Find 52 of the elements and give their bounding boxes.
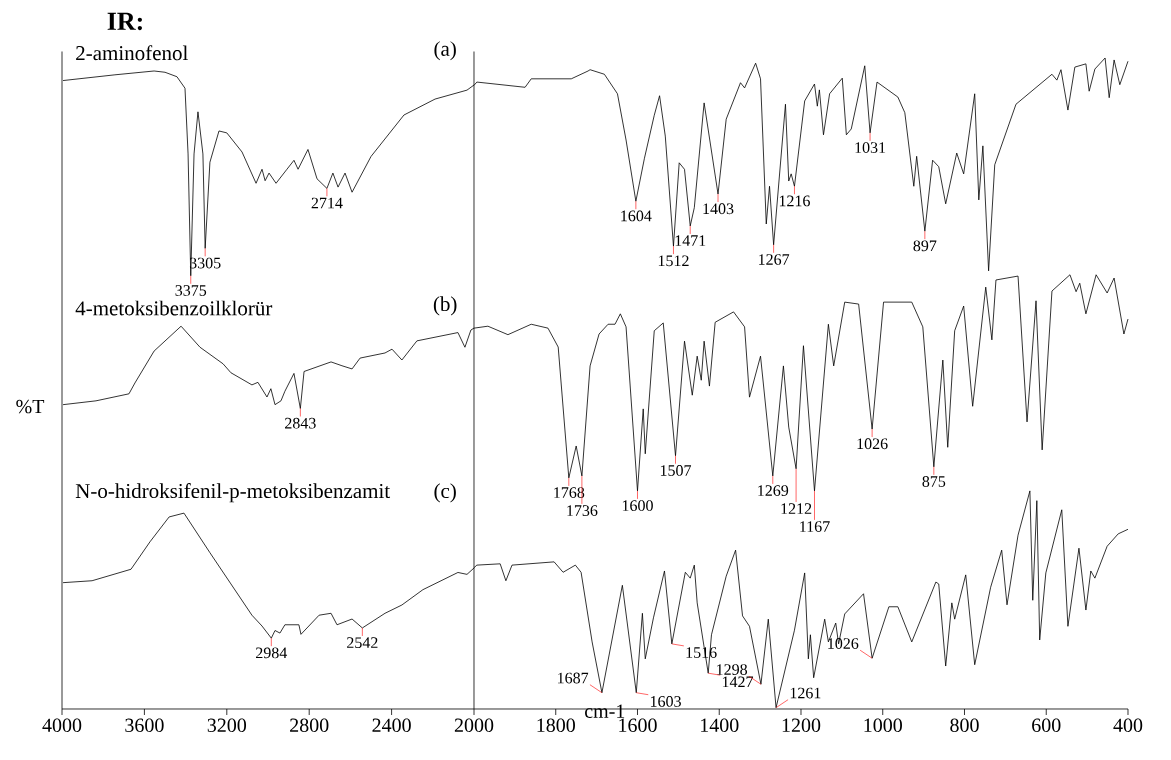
- annotation: 2984: [256, 647, 288, 659]
- series-label: 2-aminofenol: [76, 45, 188, 61]
- annotation: 1507: [660, 465, 692, 476]
- annotation: 1031: [855, 142, 886, 153]
- x-tick-label: 4000: [42, 718, 82, 733]
- annotation: 1167: [800, 521, 830, 532]
- x-tick-label: 1000: [864, 718, 902, 733]
- y-axis-title: %T: [16, 399, 45, 414]
- x-tick-label: 2800: [290, 718, 329, 733]
- annotation: 1516: [686, 647, 717, 658]
- annotation: 1768: [554, 487, 585, 498]
- x-tick-label: 3600: [125, 718, 164, 733]
- annotation: 1403: [703, 203, 734, 215]
- x-tick-label: 2000: [454, 718, 494, 733]
- x-tick-label: 1600: [619, 718, 657, 733]
- annotation: 1261: [790, 687, 821, 699]
- annotation: 2843: [285, 417, 316, 429]
- text: N-o-hidroksifenil-p-metoksibenzamit: [75, 483, 391, 503]
- annotation: (c): [434, 483, 456, 503]
- text: (a): [434, 41, 456, 61]
- annotation: 2542: [347, 637, 378, 649]
- annotation: 1687: [558, 672, 589, 684]
- x-tick-label: 2400: [372, 718, 411, 733]
- annotation: 1427: [722, 676, 754, 688]
- annotation: (b): [433, 296, 457, 316]
- x-tick-label: 3200: [207, 718, 247, 733]
- annotation: 1212: [781, 503, 812, 514]
- annotation: 1267: [759, 254, 790, 265]
- x-tick-label: 600: [1032, 718, 1061, 733]
- x-tick-label: 1400: [701, 718, 739, 733]
- annotation: 875: [922, 476, 946, 487]
- annotation: 1604: [621, 210, 652, 222]
- annotation: 1026: [828, 638, 859, 649]
- annotation: 897: [913, 240, 937, 252]
- annotation: 1512: [658, 255, 689, 267]
- x-tick-label: 800: [950, 718, 979, 733]
- x-tick-label: 1800: [537, 718, 575, 733]
- annotation: 3375: [175, 285, 207, 296]
- annotation: 1600: [622, 500, 653, 511]
- chart-title: IR:: [107, 12, 142, 31]
- annotation: 1269: [758, 485, 789, 496]
- annotation: 1736: [567, 505, 598, 516]
- x-tick-label: 1200: [782, 718, 821, 733]
- annotation: 1298: [717, 664, 748, 675]
- annotation: 1471: [675, 235, 706, 246]
- series-label: 4-metoksibenzoilklorür: [75, 300, 273, 316]
- annotation: 1026: [857, 438, 888, 450]
- x-axis-title: cm-1: [585, 704, 625, 718]
- annotation: 2714: [311, 197, 343, 209]
- x-tick-label: 400: [1113, 718, 1143, 733]
- annotation: 1603: [650, 696, 681, 707]
- annotation: 1216: [779, 195, 810, 207]
